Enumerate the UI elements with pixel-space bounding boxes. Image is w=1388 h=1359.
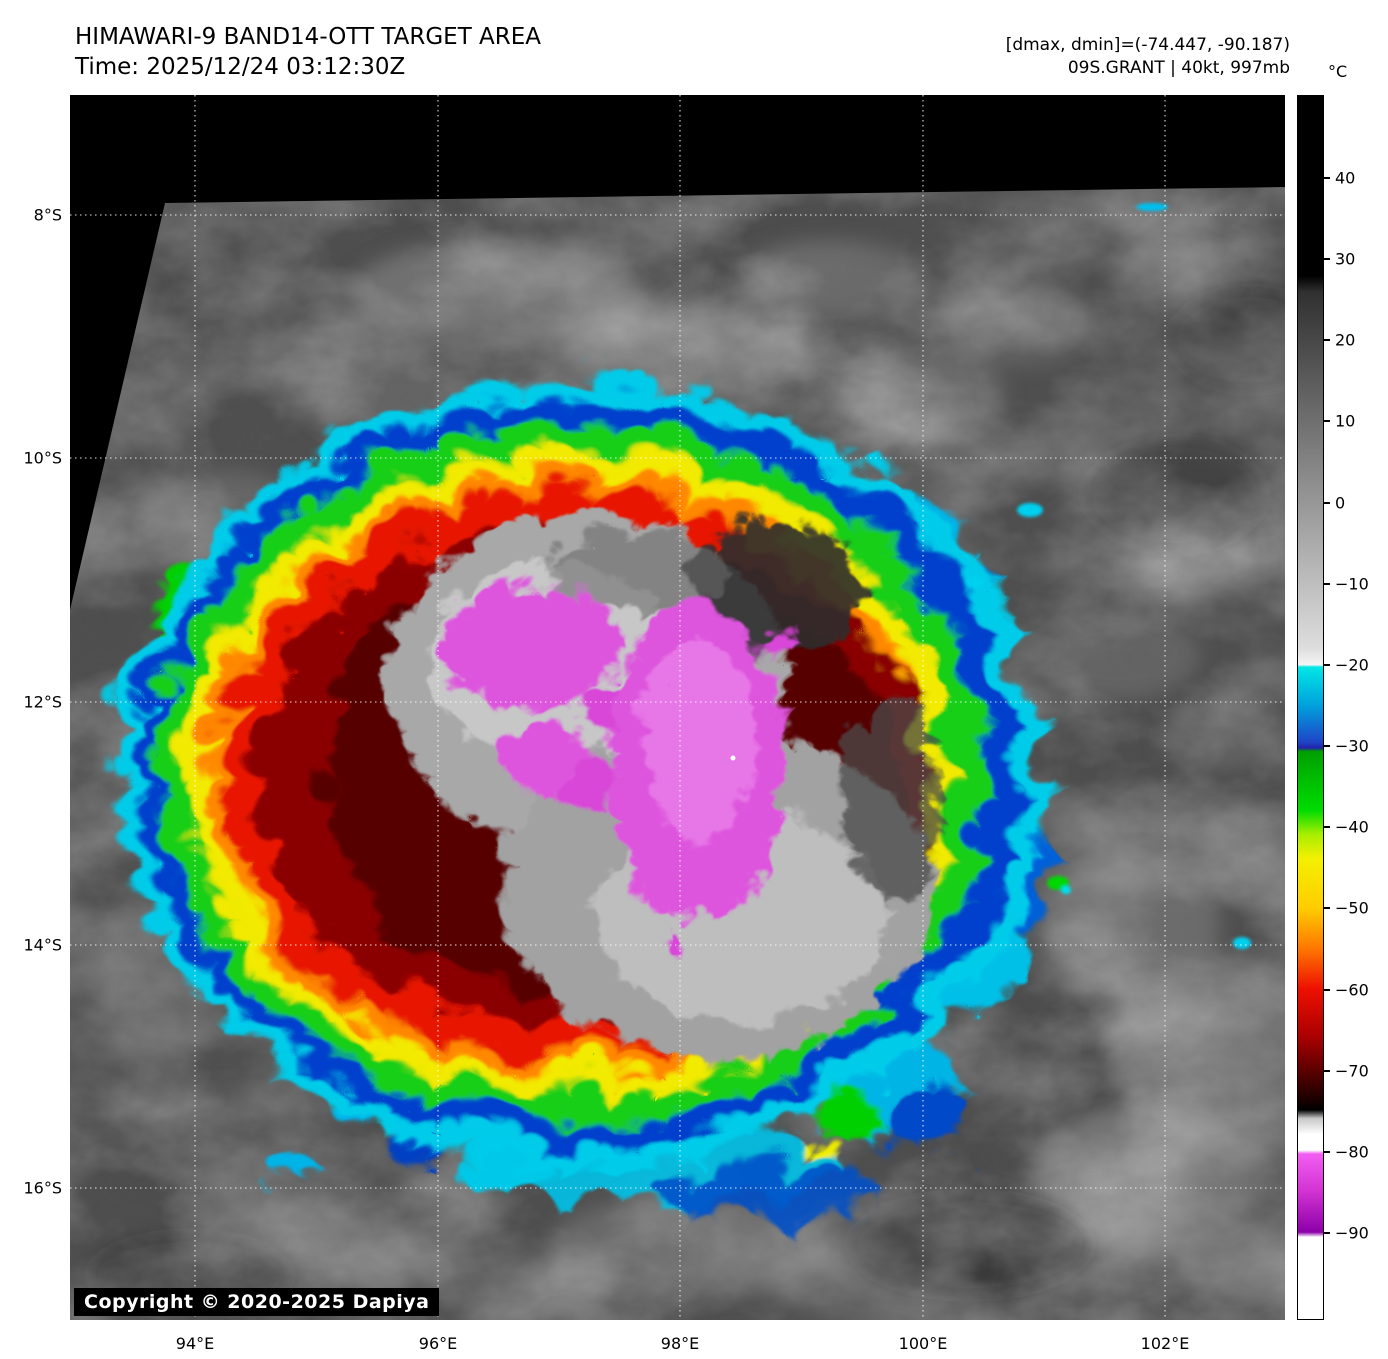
colorbar-tick-label: −60 xyxy=(1335,980,1369,999)
satellite-map: Copyright © 2020-2025 Dapiya xyxy=(70,95,1285,1320)
lat-tick-label: 16°S xyxy=(23,1178,62,1198)
colorbar-tick-label: 0 xyxy=(1335,493,1346,513)
colorbar-tick-label: −40 xyxy=(1335,817,1369,837)
colorbar-tick-mark xyxy=(1324,745,1330,748)
colorbar-tick-label: 20 xyxy=(1335,330,1356,350)
colorbar-tick-label: −20 xyxy=(1335,655,1369,675)
lat-tick-label: 12°S xyxy=(23,692,62,712)
figure-timestamp: Time: 2025/12/24 03:12:30Z xyxy=(75,54,406,80)
colorbar-tick-label: −10 xyxy=(1335,574,1369,594)
colorbar-tick-mark xyxy=(1324,177,1330,179)
colorbar-tick-label: 40 xyxy=(1335,168,1356,188)
colorbar-tick-label: −70 xyxy=(1335,1061,1369,1081)
lat-tick-label: 14°S xyxy=(23,935,62,955)
colorbar xyxy=(1297,95,1324,1320)
storm-info: 09S.GRANT | 40kt, 997mb xyxy=(1067,58,1290,78)
colorbar-tick-mark xyxy=(1324,826,1330,829)
figure-title: HIMAWARI-9 BAND14-OTT TARGET AREA xyxy=(75,24,542,50)
colorbar-tick-mark xyxy=(1324,907,1330,910)
colorbar-tick-label: −50 xyxy=(1335,898,1369,918)
header-left: HIMAWARI-9 BAND14-OTT TARGET AREA Time: … xyxy=(75,22,541,82)
lon-tick-label: 102°E xyxy=(1140,1334,1190,1353)
colorbar-tick-mark xyxy=(1324,1150,1330,1153)
header-right: [dmax, dmin]=(-74.447, -90.187) 09S.GRAN… xyxy=(1006,34,1290,80)
colorbar-ticks: 40 30 20 10 0 −10 −20 −30 −40 −50 −60 −70 −80 −90 xyxy=(1324,95,1388,1320)
colorbar-tick-mark xyxy=(1324,1069,1330,1072)
lat-tick-label: 10°S xyxy=(23,448,62,468)
colorbar-tick-mark xyxy=(1324,258,1330,261)
colorbar-tick-mark xyxy=(1324,1231,1330,1234)
colorbar-tick-mark xyxy=(1324,339,1330,342)
lat-tick-label: 8°S xyxy=(33,205,62,225)
cloud-specks xyxy=(966,203,1251,949)
lon-tick-label: 94°E xyxy=(175,1334,215,1353)
lon-tick-label: 100°E xyxy=(898,1334,948,1353)
colorbar-gradient xyxy=(1298,96,1323,1319)
colorbar-tick-mark xyxy=(1324,988,1330,991)
lon-tick-label: 98°E xyxy=(660,1334,700,1353)
colorbar-tick-label: −80 xyxy=(1335,1142,1369,1162)
copyright-watermark: Copyright © 2020-2025 Dapiya xyxy=(74,1288,440,1316)
colorbar-tick-label: −90 xyxy=(1335,1223,1369,1243)
colorbar-tick-label: −30 xyxy=(1335,736,1369,756)
cold-core xyxy=(380,507,933,1050)
lon-tick-label: 96°E xyxy=(418,1334,458,1353)
dmax-dmin-readout: [dmax, dmin]=(-74.447, -90.187) xyxy=(1005,35,1290,55)
colorbar-tick-label: 10 xyxy=(1335,411,1356,431)
gridlines xyxy=(70,95,1285,1320)
satellite-scene xyxy=(70,95,1285,1320)
colorbar-tick-mark xyxy=(1324,663,1330,666)
scan-edge-mask xyxy=(70,95,1285,610)
colorbar-tick-mark xyxy=(1324,420,1330,423)
colorbar-tick-label: 30 xyxy=(1335,249,1356,269)
colorbar-tick-mark xyxy=(1324,582,1330,585)
overshooting-tops xyxy=(433,580,791,947)
dmin-marker xyxy=(730,755,736,761)
colorbar-tick-mark xyxy=(1324,501,1330,504)
colorbar-unit-label: °C xyxy=(1328,62,1348,81)
